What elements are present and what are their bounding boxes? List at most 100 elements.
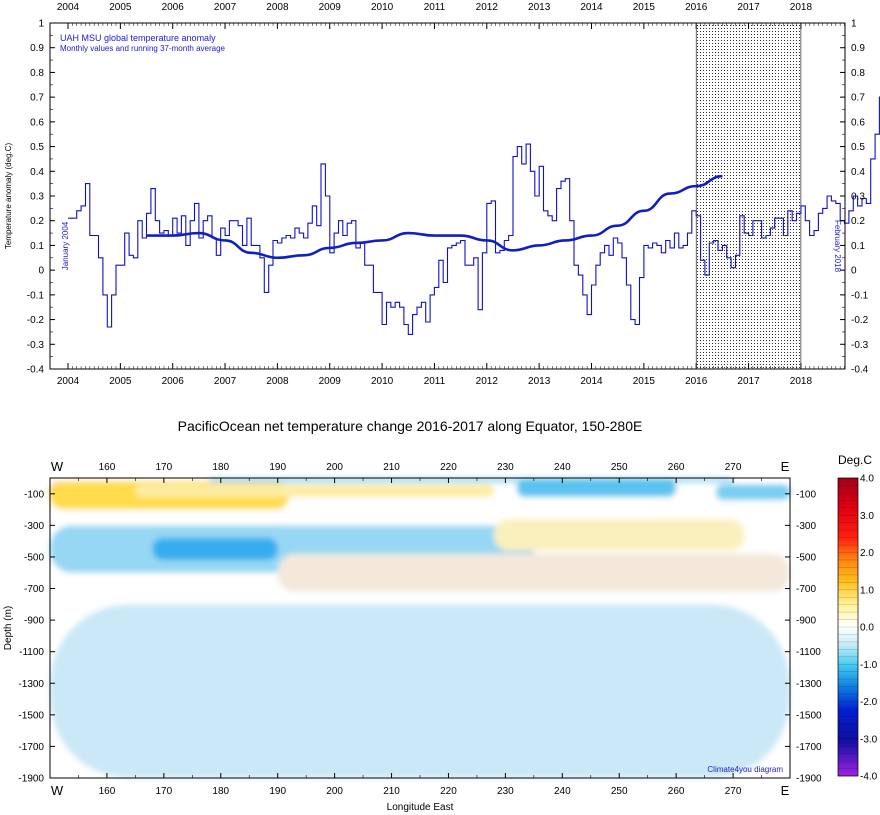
heatmap-region bbox=[716, 484, 790, 501]
heatmap-y-tick-label-left: -1700 bbox=[18, 742, 44, 753]
heatmap-x-tick-label-bottom: 210 bbox=[383, 786, 400, 797]
x-tick-label-top: 2015 bbox=[633, 2, 656, 13]
heatmap-y-tick-label-left: -1500 bbox=[18, 710, 44, 721]
y-tick-label-right: 0.1 bbox=[851, 241, 865, 252]
heatmap-x-tick-label-bottom: 170 bbox=[156, 786, 173, 797]
x-tick-label-top: 2006 bbox=[162, 2, 185, 13]
heatmap-y-tick-label-right: -1100 bbox=[796, 647, 821, 658]
x-tick-label-bottom: 2004 bbox=[57, 376, 80, 387]
y-tick-label-left: -0.2 bbox=[27, 315, 45, 326]
y-tick-label-right: -0.4 bbox=[851, 365, 869, 376]
heatmap-y-tick-label-right: -100 bbox=[796, 489, 816, 500]
y-tick-label-left: 0.1 bbox=[30, 241, 44, 252]
x-tick-label-bottom: 2005 bbox=[109, 376, 132, 387]
heatmap-x-tick-label-bottom: 230 bbox=[497, 786, 514, 797]
y-tick-label-right: 0.2 bbox=[851, 216, 865, 227]
heatmap-xlabel: Longitude East bbox=[387, 802, 454, 813]
x-tick-label-top: 2018 bbox=[790, 2, 813, 13]
colorbar-tick-label: -4.0 bbox=[860, 772, 878, 783]
x-tick-label-top: 2004 bbox=[57, 2, 80, 13]
heatmap-x-tick-label-top: 220 bbox=[440, 462, 457, 473]
y-tick-label-left: 0.5 bbox=[30, 142, 44, 153]
heatmap-ylabel: Depth (m) bbox=[3, 606, 14, 650]
heatmap-axes: 160 160 170 170 180 180 190 190 200 200 210 210 220 2… bbox=[18, 462, 822, 797]
ocean-temperature-heatmap: 160 160 170 170 180 180 190 190 200 200 210 210 220 2… bbox=[3, 459, 822, 813]
y-tick-label-right: 0.5 bbox=[851, 142, 865, 153]
heatmap-y-tick-label-left: -1100 bbox=[19, 647, 44, 658]
x-tick-label-top: 2010 bbox=[371, 2, 394, 13]
heatmap-y-tick-label-right: -500 bbox=[796, 552, 816, 563]
running-average-line bbox=[146, 174, 723, 260]
heatmap-y-tick-label-left: -1900 bbox=[18, 774, 44, 785]
y-tick-label-right: 0.8 bbox=[851, 68, 865, 79]
heatmap-x-tick-label-bottom: 270 bbox=[725, 786, 742, 797]
heatmap-x-tick-label-top: 190 bbox=[269, 462, 286, 473]
heatmap-region bbox=[152, 538, 278, 561]
heatmap-region bbox=[516, 479, 677, 497]
x-tick-label-bottom: 2007 bbox=[214, 376, 237, 387]
ts-marks bbox=[68, 96, 880, 335]
heatmap-y-tick-label-left: -100 bbox=[24, 489, 44, 500]
x-tick-label-bottom: 2013 bbox=[528, 376, 551, 387]
x-tick-label-top: 2005 bbox=[109, 2, 132, 13]
heatmap-region bbox=[135, 484, 494, 497]
heatmap-x-tick-label-bottom: 180 bbox=[212, 786, 229, 797]
colorbar-tick-label: -1.0 bbox=[860, 660, 878, 671]
heatmap-y-tick-label-left: -300 bbox=[24, 521, 44, 532]
heatmap-region bbox=[50, 604, 790, 778]
y-tick-label-right: 1 bbox=[851, 19, 857, 30]
ts-axes: -0.4 -0.4 -0.3 -0.3 -0.2 -0.2 -0.1 -0.1 0 0 0.1 0.1… bbox=[27, 2, 869, 387]
y-tick-label-right: 0.3 bbox=[851, 192, 865, 203]
y-tick-label-left: 0.3 bbox=[30, 192, 44, 203]
x-tick-label-bottom: 2010 bbox=[371, 376, 394, 387]
heatmap-y-tick-label-right: -900 bbox=[796, 616, 816, 627]
x-tick-label-top: 2009 bbox=[319, 2, 342, 13]
shaded-interval bbox=[695, 22, 802, 370]
colorbar: Deg.C 4.0 3.0 2.0 1.0 0.0 -1.0 -2.0 -3.0 -4.0 bbox=[837, 453, 878, 783]
colorbar-title: Deg.C bbox=[838, 453, 872, 467]
heatmap-e-top: E bbox=[781, 459, 790, 474]
heatmap-title: PacificOcean net temperature change 2016… bbox=[178, 418, 643, 434]
x-tick-label-top: 2016 bbox=[685, 2, 708, 13]
heatmap-w-bottom: W bbox=[51, 783, 64, 798]
y-tick-label-left: 0.2 bbox=[30, 216, 44, 227]
x-tick-label-top: 2011 bbox=[424, 2, 446, 13]
y-tick-label-right: 0.4 bbox=[851, 167, 865, 178]
y-tick-label-left: -0.3 bbox=[27, 340, 45, 351]
colorbar-tick-label: 3.0 bbox=[860, 511, 874, 522]
ts-subtitle: Monthly values and running 37-month aver… bbox=[60, 44, 226, 53]
ts-start-annotation: January 2004 bbox=[61, 221, 70, 270]
x-tick-label-bottom: 2015 bbox=[633, 376, 656, 387]
heatmap-x-tick-label-bottom: 250 bbox=[611, 786, 628, 797]
heatmap-x-tick-label-top: 270 bbox=[725, 462, 742, 473]
x-tick-label-bottom: 2016 bbox=[685, 376, 708, 387]
x-tick-label-top: 2007 bbox=[214, 2, 237, 13]
y-tick-label-left: 0.7 bbox=[30, 93, 44, 104]
monthly-series-line bbox=[68, 96, 880, 335]
ts-end-annotation: February 2018 bbox=[833, 220, 842, 273]
colorbar-tick-label: 2.0 bbox=[860, 548, 874, 559]
colorbar-gradient bbox=[837, 477, 859, 777]
heatmap-x-tick-label-bottom: 190 bbox=[269, 786, 286, 797]
heatmap-regions bbox=[50, 478, 790, 778]
colorbar-tick-label: -2.0 bbox=[860, 697, 878, 708]
colorbar-ticks: 4.0 3.0 2.0 1.0 0.0 -1.0 -2.0 -3.0 -4.0 bbox=[860, 474, 878, 783]
x-tick-label-bottom: 2006 bbox=[162, 376, 185, 387]
y-tick-label-left: 0.8 bbox=[30, 68, 44, 79]
heatmap-y-tick-label-right: -1700 bbox=[796, 742, 822, 753]
heatmap-y-tick-label-right: -1500 bbox=[796, 710, 822, 721]
heatmap-x-tick-label-top: 210 bbox=[383, 462, 400, 473]
heatmap-y-tick-label-right: -300 bbox=[796, 521, 816, 532]
heatmap-x-tick-label-top: 170 bbox=[156, 462, 173, 473]
y-tick-label-left: 0.6 bbox=[30, 117, 44, 128]
heatmap-x-tick-label-top: 250 bbox=[611, 462, 628, 473]
y-tick-label-right: 0.6 bbox=[851, 117, 865, 128]
y-tick-label-left: 0 bbox=[38, 266, 44, 277]
y-tick-label-right: -0.3 bbox=[851, 340, 869, 351]
y-tick-label-right: -0.2 bbox=[851, 315, 869, 326]
y-tick-label-left: 0.4 bbox=[30, 167, 44, 178]
x-tick-label-top: 2008 bbox=[266, 2, 289, 13]
heatmap-x-tick-label-top: 230 bbox=[497, 462, 514, 473]
y-tick-label-left: 0.9 bbox=[30, 43, 44, 54]
